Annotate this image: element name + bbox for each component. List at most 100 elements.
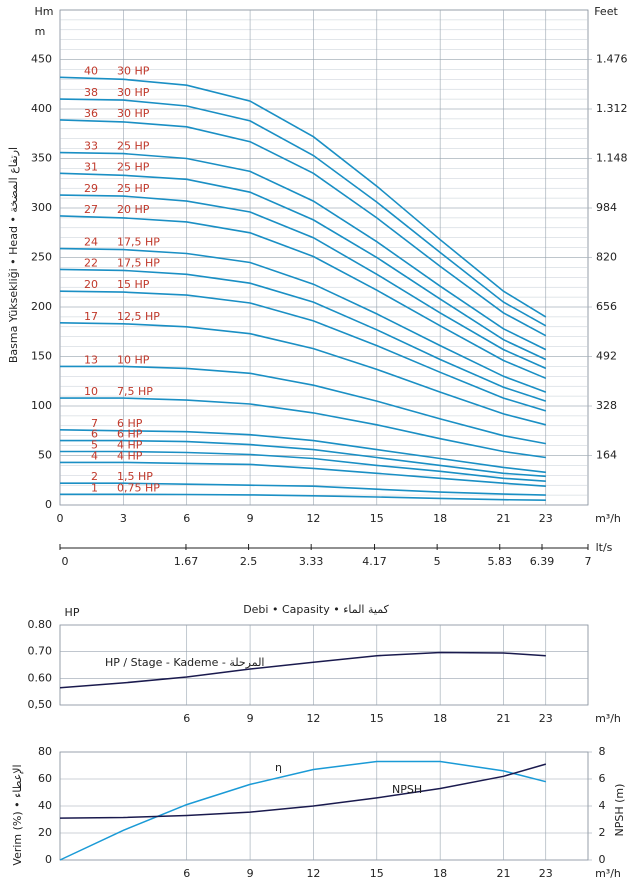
y2-axis-label: NPSH (m) <box>613 784 626 837</box>
y-tick-label: 200 <box>31 300 52 313</box>
x2-tick-label: 7 <box>585 555 592 568</box>
x-tick-label: 18 <box>433 512 447 525</box>
stage-label: 13 <box>84 353 98 366</box>
curve <box>60 439 546 478</box>
x-tick-label: 0 <box>57 512 64 525</box>
stage-label: 36 <box>84 107 98 120</box>
x-tick-label: 9 <box>247 867 254 880</box>
x-tick-label: 23 <box>539 712 553 725</box>
stage-label: 6 <box>91 428 98 441</box>
y2-tick-label: 6 <box>599 772 606 785</box>
power-label: 0,75 HP <box>117 481 160 494</box>
y2-unit: Feet <box>594 5 618 18</box>
stage-label: 29 <box>84 182 98 195</box>
stage-label: 17 <box>84 310 98 323</box>
y2-tick-label: 164 <box>596 449 617 462</box>
y-tick-label: 0.80 <box>28 618 53 631</box>
curve <box>59 247 547 393</box>
y2-tick-label: 1.476 <box>596 53 628 66</box>
power-label: 6 HP <box>117 428 143 441</box>
curve <box>60 482 546 496</box>
x-tick-label: 15 <box>370 512 384 525</box>
curve <box>60 397 546 459</box>
curve <box>60 365 546 445</box>
stage-label: 24 <box>84 236 98 249</box>
curve <box>59 76 547 318</box>
y2-tick-label: 492 <box>596 350 617 363</box>
y-tick-label: 60 <box>38 772 52 785</box>
y2-tick-label: 820 <box>596 251 617 264</box>
x-tick-label: 6 <box>183 867 190 880</box>
x-tick-label: 21 <box>497 512 511 525</box>
curve <box>59 194 547 370</box>
x-tick-label: 15 <box>370 867 384 880</box>
y2-tick-label: 2 <box>599 826 606 839</box>
y2-tick-label: 656 <box>596 300 617 313</box>
series-label: HP / Stage - Kademe - المرحلة <box>105 656 265 669</box>
y-tick-label: 350 <box>31 152 52 165</box>
y2-tick-label: 8 <box>599 745 606 758</box>
chart-title: Debi • Capasity • كمية الماء <box>243 603 389 616</box>
stage-label: 31 <box>84 160 98 173</box>
curve <box>60 450 546 482</box>
y-tick-label: 40 <box>38 799 52 812</box>
series-label: η <box>275 761 282 774</box>
power-label: 6 HP <box>117 417 143 430</box>
stage-label: 22 <box>84 256 98 269</box>
curve <box>59 429 546 474</box>
y-tick-label: 0.60 <box>28 671 53 684</box>
power-label: 10 HP <box>117 353 150 366</box>
y2-tick-label: 1.312 <box>596 102 628 115</box>
power-label: 25 HP <box>117 182 150 195</box>
x-tick-label: 18 <box>433 867 447 880</box>
stage-label: 33 <box>84 140 98 153</box>
curve <box>59 215 547 380</box>
y-tick-label: 0 <box>45 853 52 866</box>
x2-tick-label: 5 <box>434 555 441 568</box>
stage-label: 5 <box>91 439 98 452</box>
power-label: 30 HP <box>117 64 150 77</box>
curve <box>59 290 547 412</box>
power-label: 4 HP <box>117 449 143 462</box>
power-label: 15 HP <box>117 278 150 291</box>
curve <box>59 651 546 689</box>
x-tick-label: 23 <box>539 867 553 880</box>
x-axis-label: m³/h <box>595 867 621 880</box>
x2-tick-label: 6.39 <box>530 555 555 568</box>
x2-tick-label: 2.5 <box>240 555 258 568</box>
y-tick-label: 450 <box>31 53 52 66</box>
y-unit: m <box>35 25 46 38</box>
x2-axis-label: lt/s <box>596 541 613 554</box>
curve <box>60 461 546 487</box>
stage-label: 1 <box>91 481 98 494</box>
y2-tick-label: 328 <box>596 399 617 412</box>
y-tick-label: 0.70 <box>28 645 53 658</box>
y-tick-label: 80 <box>38 745 52 758</box>
x-tick-label: 12 <box>306 512 320 525</box>
x2-tick-label: 4.17 <box>362 555 387 568</box>
y-tick-label: 0,50 <box>28 698 53 711</box>
x-tick-label: 3 <box>120 512 127 525</box>
y2-tick-label: 4 <box>599 799 606 812</box>
power-label: 1,5 HP <box>117 470 153 483</box>
x-tick-label: 6 <box>183 512 190 525</box>
x2-tick-label: 5.83 <box>487 555 512 568</box>
x2-tick-label: 1.67 <box>174 555 199 568</box>
y-tick-label: 150 <box>31 350 52 363</box>
stage-label: 27 <box>84 203 98 216</box>
power-label: 17,5 HP <box>117 256 160 269</box>
power-label: 12,5 HP <box>117 310 160 323</box>
y-unit: HP <box>65 606 80 619</box>
x-axis-label: m³/h <box>595 512 621 525</box>
power-label: 17,5 HP <box>117 236 160 249</box>
x-tick-label: 15 <box>370 712 384 725</box>
x-tick-label: 21 <box>497 712 511 725</box>
y-tick-label: 20 <box>38 826 52 839</box>
curve <box>59 151 547 351</box>
y-tick-label: 50 <box>38 449 52 462</box>
stage-label: 4 <box>91 449 98 462</box>
y-axis-label: Verim (%) • الإعطاء <box>11 764 24 865</box>
curve <box>59 268 547 402</box>
curve <box>59 760 546 861</box>
